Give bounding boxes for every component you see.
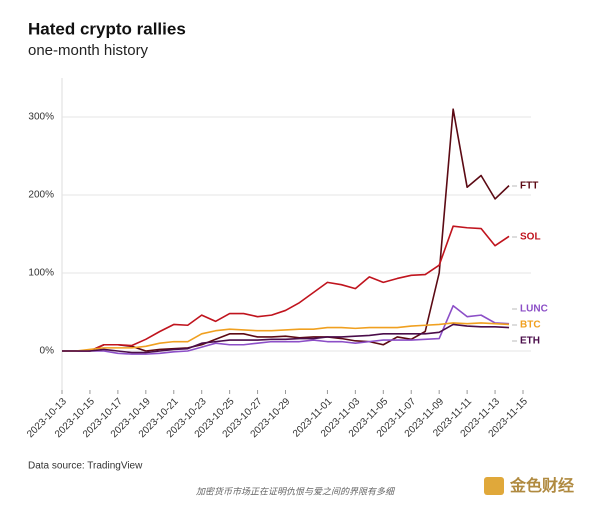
watermark-logo <box>484 477 504 495</box>
series-label: LUNC <box>520 304 548 315</box>
series-line <box>62 304 510 355</box>
chart-subtitle: one-month history <box>28 42 149 59</box>
series-line <box>62 225 510 352</box>
series-line <box>62 108 510 352</box>
source-note: Data source: TradingView <box>28 461 143 472</box>
y-tick-label: 0% <box>40 346 55 357</box>
watermark: 金色财经 <box>509 476 574 495</box>
series-label: SOL <box>520 232 541 243</box>
y-tick-label: 100% <box>28 268 54 279</box>
series-label: ETH <box>520 336 540 347</box>
chart-title: Hated crypto rallies <box>28 19 186 38</box>
series-line <box>62 322 510 352</box>
series-line <box>62 323 510 354</box>
series-label: BTC <box>520 320 541 331</box>
y-tick-label: 300% <box>28 112 54 123</box>
y-tick-label: 200% <box>28 190 54 201</box>
footer-caption: 加密货币市场正在证明仇恨与爱之间的界限有多细 <box>196 486 396 496</box>
series-label: FTT <box>520 181 538 192</box>
